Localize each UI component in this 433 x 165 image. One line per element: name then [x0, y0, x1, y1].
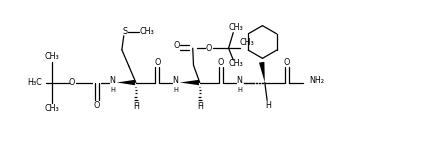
Text: O: O	[154, 58, 161, 67]
Text: H: H	[173, 87, 178, 93]
Text: H: H	[110, 87, 115, 93]
Text: N: N	[110, 76, 116, 85]
Text: O: O	[218, 58, 224, 67]
Text: O: O	[94, 101, 100, 110]
Polygon shape	[180, 80, 199, 85]
Text: CH₃: CH₃	[229, 59, 244, 68]
Text: NH₂: NH₂	[309, 76, 324, 85]
Text: CH₃: CH₃	[229, 23, 244, 33]
Text: N: N	[173, 76, 178, 85]
Text: CH₃: CH₃	[44, 104, 59, 113]
Text: CH₃: CH₃	[44, 52, 59, 61]
Text: H₃C: H₃C	[28, 78, 42, 87]
Text: H: H	[237, 87, 242, 93]
Text: O: O	[69, 78, 75, 87]
Text: O: O	[206, 44, 212, 53]
Text: N: N	[236, 76, 242, 85]
Text: S: S	[122, 27, 127, 36]
Polygon shape	[259, 62, 265, 82]
Text: CH₃: CH₃	[139, 27, 154, 36]
Polygon shape	[117, 80, 135, 85]
Text: H̄: H̄	[197, 102, 203, 111]
Text: H: H	[265, 101, 271, 110]
Text: O: O	[173, 41, 180, 50]
Text: CH₃: CH₃	[239, 38, 254, 47]
Text: H̄: H̄	[133, 102, 139, 111]
Text: O: O	[284, 58, 290, 67]
